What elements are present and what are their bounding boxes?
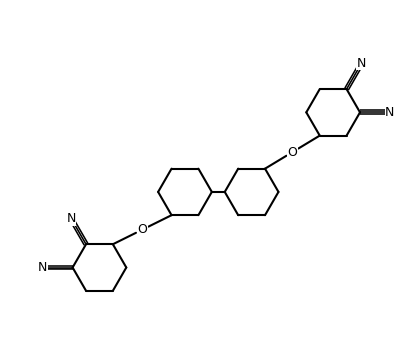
Text: O: O — [137, 223, 147, 236]
Text: N: N — [38, 261, 47, 274]
Text: N: N — [357, 57, 366, 70]
Text: O: O — [288, 145, 297, 159]
Text: N: N — [385, 106, 394, 119]
Text: N: N — [67, 212, 76, 225]
